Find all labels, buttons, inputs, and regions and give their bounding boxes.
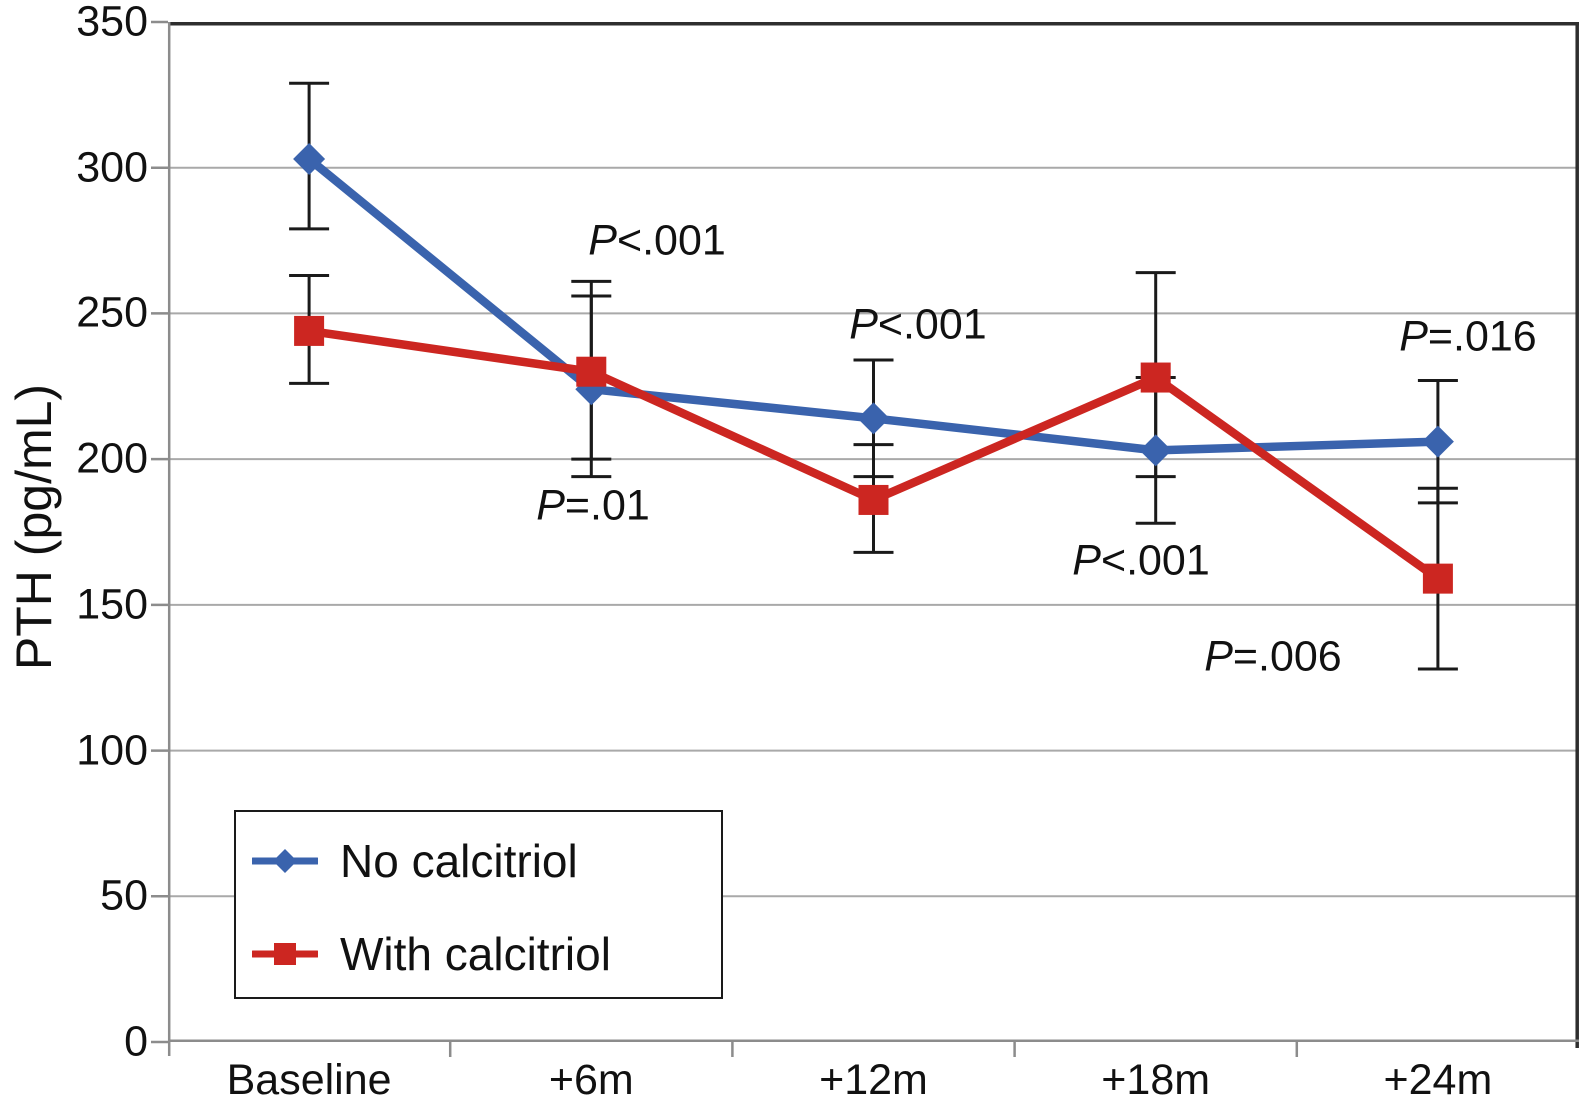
legend-item-with-calcitriol: With calcitriol xyxy=(236,924,721,984)
plot-area xyxy=(151,20,1579,1057)
p-value-label: P<.001 xyxy=(1072,536,1210,585)
x-tick-label: +6m xyxy=(548,1056,634,1104)
no-calcitriol-line-diamond-icon xyxy=(249,845,321,877)
data-point-marker xyxy=(576,356,607,387)
y-tick-label: 150 xyxy=(76,580,148,629)
y-tick-label: 300 xyxy=(76,143,148,192)
data-point-marker xyxy=(293,142,326,175)
data-point-marker xyxy=(857,402,890,435)
x-tick-label: +12m xyxy=(819,1056,928,1104)
data-point-marker xyxy=(1139,434,1172,467)
x-tick-label: +24m xyxy=(1383,1056,1493,1104)
p-value-label: P<.001 xyxy=(849,300,987,349)
y-tick-label: 50 xyxy=(100,871,148,920)
p-value-label: P=.006 xyxy=(1204,632,1342,681)
legend-label: With calcitriol xyxy=(340,928,611,980)
y-tick-label: 100 xyxy=(76,726,148,775)
legend: No calcitriol With calcitriol xyxy=(234,810,723,999)
chart-canvas xyxy=(151,20,1579,1057)
legend-label: No calcitriol xyxy=(340,835,578,887)
x-tick-label: +18m xyxy=(1101,1056,1211,1104)
data-point-marker xyxy=(1422,563,1453,594)
p-value-label: P<.001 xyxy=(588,216,726,265)
y-tick-label: 350 xyxy=(76,0,148,46)
y-tick-label: 0 xyxy=(124,1017,148,1066)
data-point-marker xyxy=(1421,425,1454,458)
p-value-label: P=.016 xyxy=(1399,312,1537,361)
data-point-marker xyxy=(1140,362,1171,393)
legend-item-no-calcitriol: No calcitriol xyxy=(236,831,721,891)
p-value-label: P=.01 xyxy=(536,481,650,530)
data-point-marker xyxy=(858,484,889,515)
y-tick-label: 250 xyxy=(76,288,148,337)
y-tick-label: 200 xyxy=(76,434,148,483)
with-calcitriol-line-square-icon xyxy=(249,938,321,970)
x-tick-label: Baseline xyxy=(226,1056,392,1104)
data-point-marker xyxy=(294,315,325,346)
